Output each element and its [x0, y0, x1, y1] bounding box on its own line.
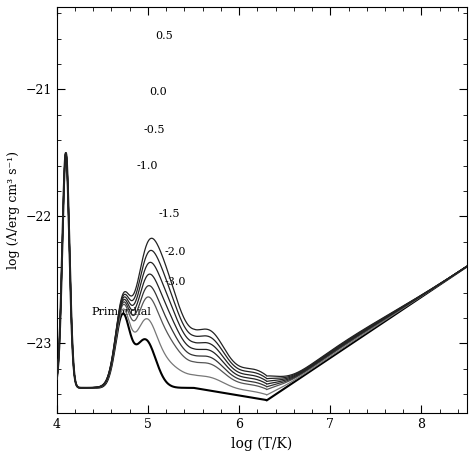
Text: Primordial: Primordial — [91, 307, 151, 316]
Text: -0.5: -0.5 — [143, 125, 165, 135]
Text: -1.0: -1.0 — [137, 161, 158, 171]
X-axis label: log (T/K): log (T/K) — [231, 436, 292, 451]
Text: -2.0: -2.0 — [164, 247, 186, 257]
Text: -1.5: -1.5 — [159, 209, 181, 219]
Text: -3.0: -3.0 — [164, 278, 186, 288]
Text: 0.5: 0.5 — [155, 31, 173, 41]
Text: 0.0: 0.0 — [150, 87, 167, 97]
Y-axis label: log (Λ/erg cm³ s⁻¹): log (Λ/erg cm³ s⁻¹) — [7, 151, 20, 269]
